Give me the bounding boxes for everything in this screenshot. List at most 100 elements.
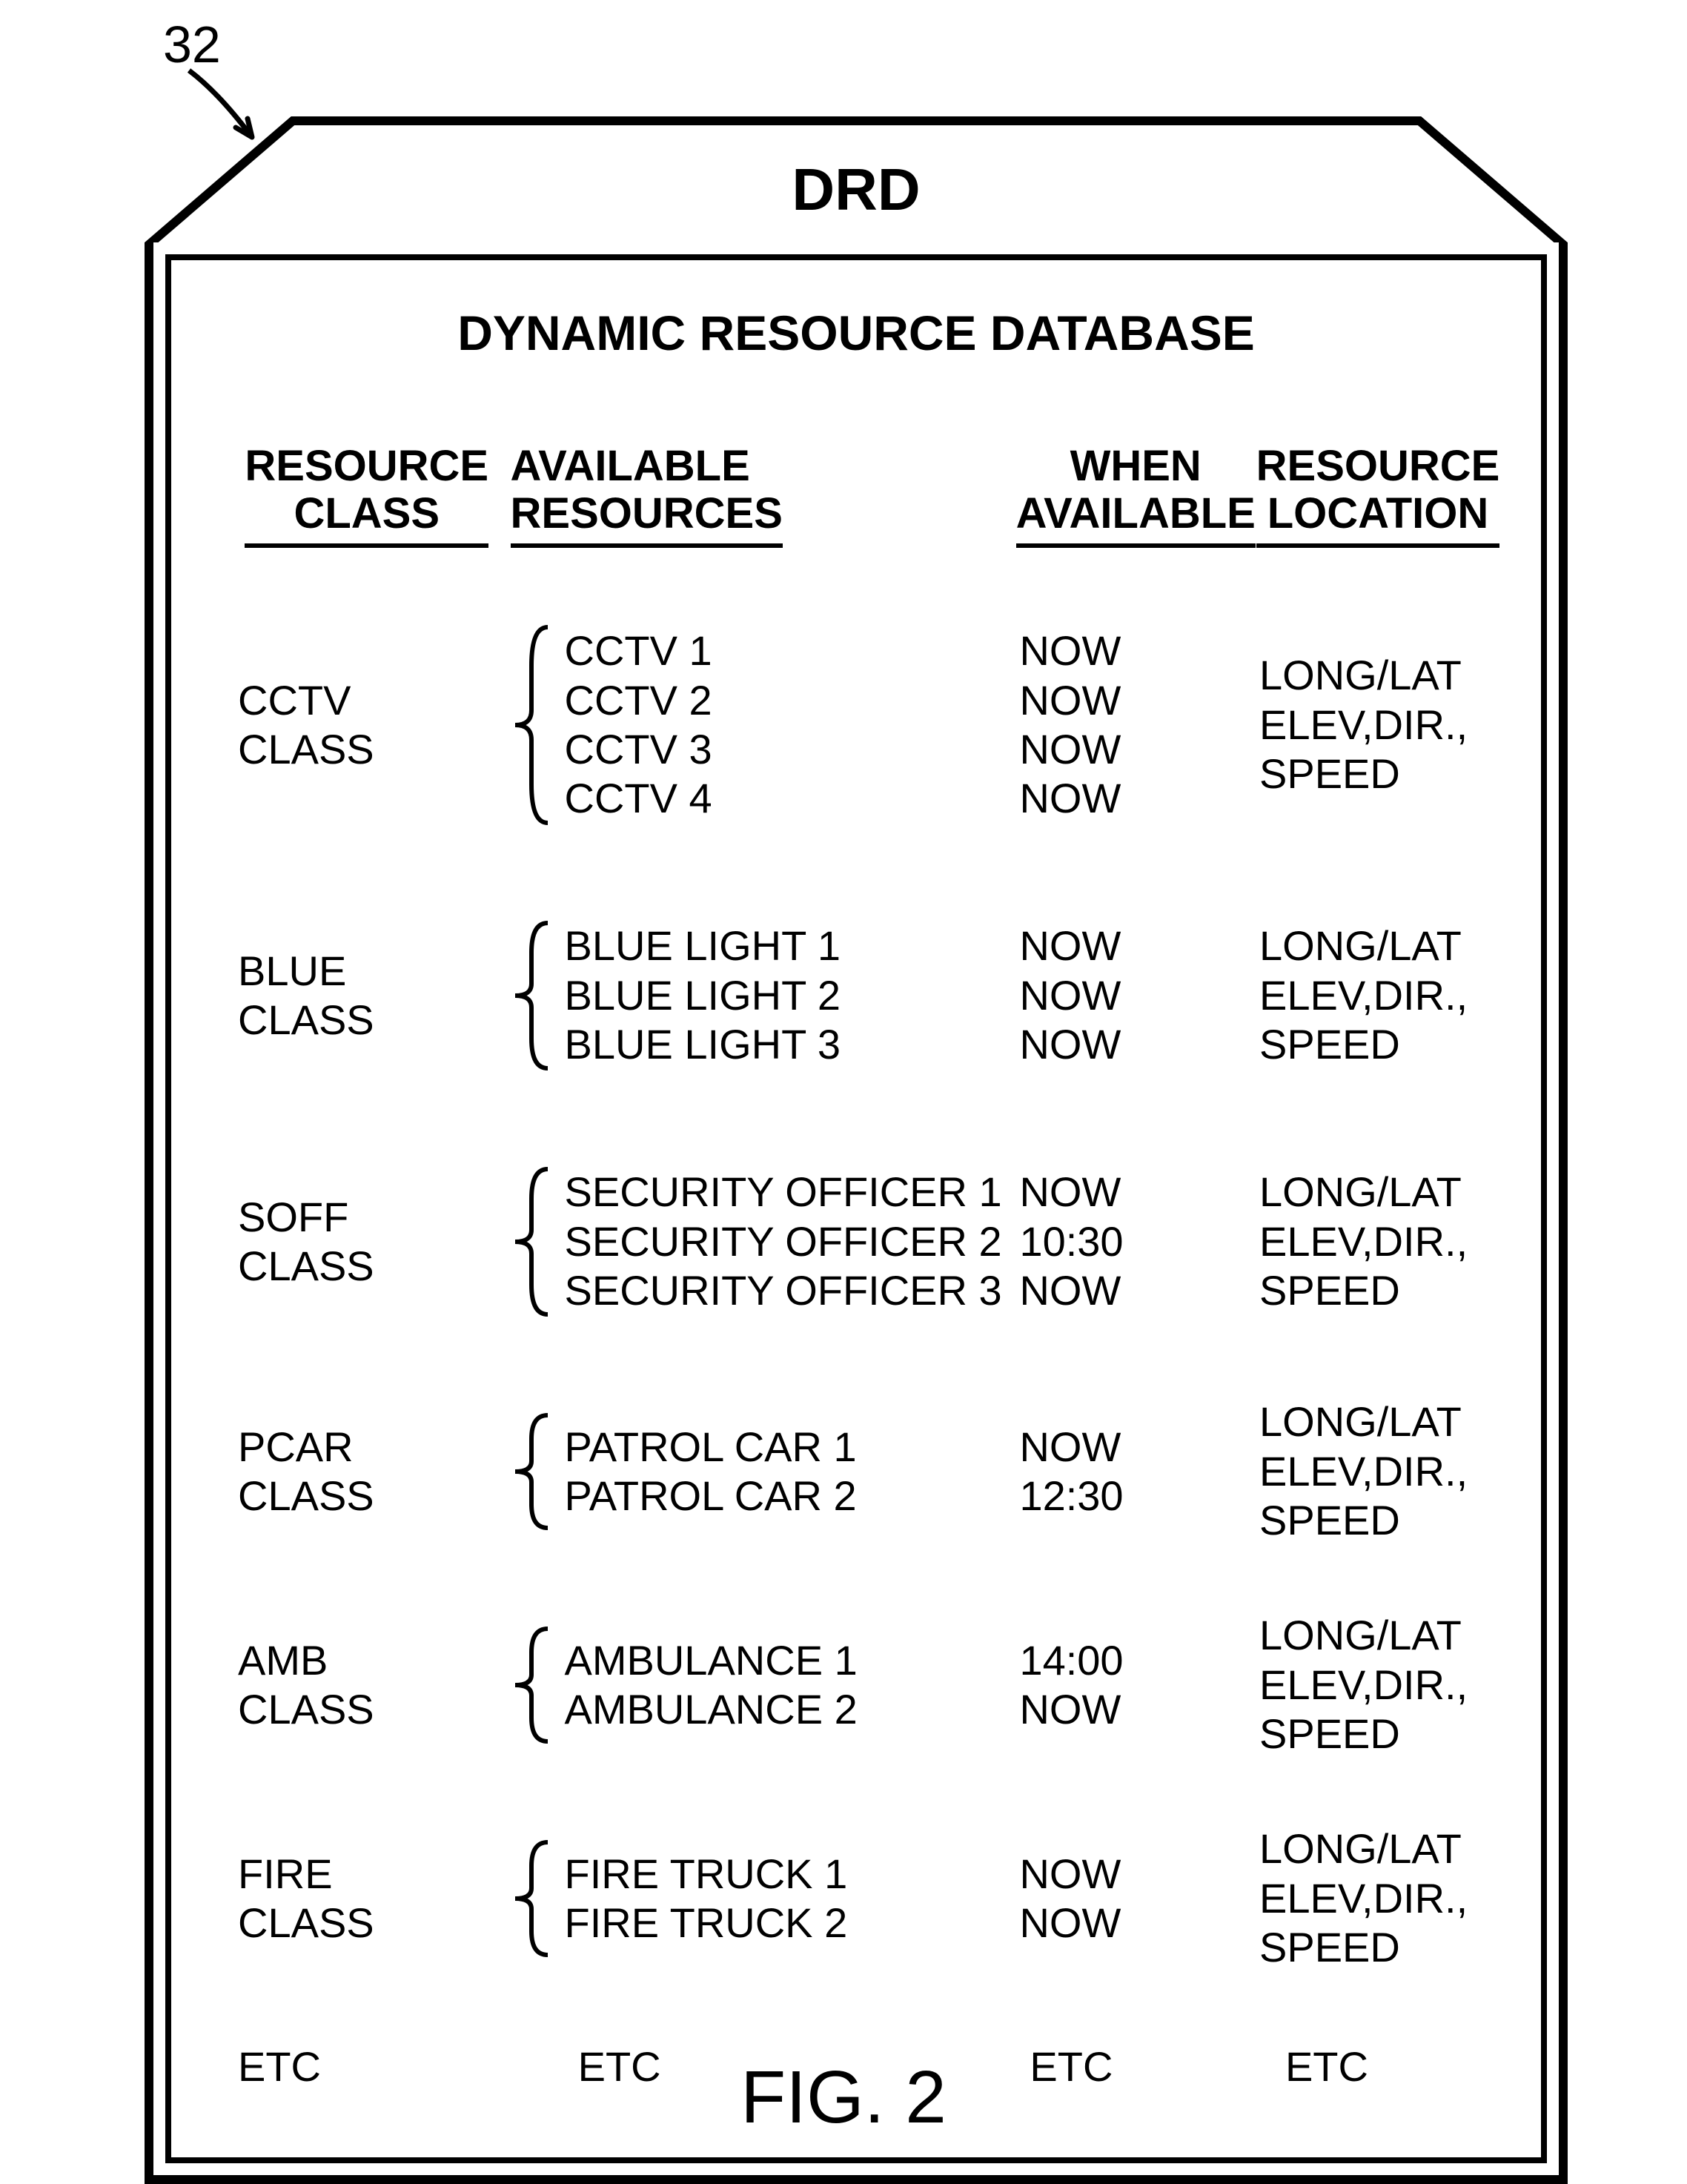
location-cell: LONG/LAT ELEV,DIR., SPEED [1259,1156,1497,1328]
when-item: NOW [1019,1168,1121,1217]
location-line: LONG/LAT [1259,651,1462,700]
resource-item: CCTV 1 [565,626,712,675]
location-line: SPEED [1259,1020,1400,1069]
when-item: 14:00 [1019,1636,1123,1685]
col-header-line: WHEN [1016,443,1256,490]
class-line: CLASS [238,1472,374,1520]
resource-item: AMBULANCE 1 [565,1636,858,1685]
location-line: ELEV,DIR., [1259,1217,1468,1266]
database-title: DYNAMIC RESOURCE DATABASE [216,305,1497,361]
database-symbol: DRD DYNAMIC RESOURCE DATABASE RESOURCE C… [145,115,1568,2184]
when-item: NOW [1019,1899,1121,1948]
location-line: ELEV,DIR., [1259,1661,1468,1710]
location-cell: LONG/LAT ELEV,DIR., SPEED [1259,1615,1497,1755]
class-line: SOFF [238,1193,348,1242]
resource-item: FIRE TRUCK 2 [565,1899,848,1948]
class-line: FIRE [238,1850,333,1899]
resource-item: PATROL CAR 1 [565,1423,857,1472]
resource-group: CCTV 1 CCTV 2 CCTV 3 CCTV 4 [511,615,1012,835]
resource-item: SECURITY OFFICER 2 [565,1217,1002,1266]
col-resource-location: RESOURCE LOCATION LONG/LAT ELEV,DIR., SP… [1259,443,1497,2042]
figure-caption: FIG. 2 [0,2055,1687,2140]
resource-item: CCTV 3 [565,725,712,774]
location-line: SPEED [1259,1710,1400,1758]
when-item: NOW [1019,1423,1121,1472]
when-cell: NOW 10:30 NOW [1012,1156,1259,1328]
resource-group: BLUE LIGHT 1 BLUE LIGHT 2 BLUE LIGHT 3 [511,910,1012,1082]
when-item: NOW [1019,971,1121,1020]
col-header-resource-location: RESOURCE LOCATION [1256,443,1500,548]
curly-brace-icon [511,1409,551,1534]
resource-group: SECURITY OFFICER 1 SECURITY OFFICER 2 SE… [511,1156,1012,1328]
when-item: NOW [1019,1685,1121,1734]
location-line: ELEV,DIR., [1259,971,1468,1020]
class-cell: SOFF CLASS [223,1156,511,1328]
resource-item: CCTV 4 [565,774,712,823]
col-resource-class: RESOURCE CLASS CCTV CLASS BLUE CLASS S [216,443,511,2042]
curly-brace-icon [511,1836,551,1961]
resource-item: AMBULANCE 2 [565,1685,858,1734]
class-cell: PCAR CLASS [223,1402,511,1541]
class-line: BLUE [238,947,346,996]
class-line: PCAR [238,1423,354,1472]
resource-item: BLUE LIGHT 1 [565,921,841,970]
col-header-line: AVAILABLE [511,443,783,490]
resource-item: SECURITY OFFICER 3 [565,1266,1002,1315]
reference-number: 32 [163,15,221,74]
when-cell: NOW NOW [1012,1829,1259,1968]
class-cell: BLUE CLASS [223,910,511,1082]
location-line: LONG/LAT [1259,1611,1462,1660]
resource-item: PATROL CAR 2 [565,1472,857,1520]
class-line: CLASS [238,1899,374,1948]
class-cell: AMB CLASS [223,1615,511,1755]
col-header-line: LOCATION [1256,490,1500,537]
class-line: CCTV [238,676,351,725]
curly-brace-icon [511,1623,551,1747]
col-header-line: AVAILABLE [1016,490,1256,537]
resource-item: FIRE TRUCK 1 [565,1850,848,1899]
col-when-available: WHEN AVAILABLE NOW NOW NOW NOW NOW NOW [1012,443,1259,2042]
database-inner-panel: DYNAMIC RESOURCE DATABASE RESOURCE CLASS… [165,254,1547,2163]
class-line: AMB [238,1636,328,1685]
col-header-line: RESOURCES [511,490,783,537]
col-header-when-available: WHEN AVAILABLE [1016,443,1256,548]
location-line: LONG/LAT [1259,1397,1462,1446]
when-item: NOW [1019,626,1121,675]
location-line: ELEV,DIR., [1259,701,1468,749]
col-header-line: RESOURCE [245,443,488,490]
when-item: 10:30 [1019,1217,1123,1266]
location-line: SPEED [1259,1266,1400,1315]
database-body: DYNAMIC RESOURCE DATABASE RESOURCE CLASS… [145,242,1568,2184]
when-item: NOW [1019,725,1121,774]
curly-brace-icon [511,1163,551,1320]
location-line: LONG/LAT [1259,1168,1462,1217]
resource-item: BLUE LIGHT 2 [565,971,841,1020]
col-header-line: CLASS [245,490,488,537]
resource-group: AMBULANCE 1 AMBULANCE 2 [511,1615,1012,1755]
col-header-available-resources: AVAILABLE RESOURCES [511,443,783,548]
when-item: NOW [1019,1850,1121,1899]
location-cell: LONG/LAT ELEV,DIR., SPEED [1259,615,1497,835]
resource-item: CCTV 2 [565,676,712,725]
when-item: 12:30 [1019,1472,1123,1520]
location-cell: LONG/LAT ELEV,DIR., SPEED [1259,910,1497,1082]
when-item: NOW [1019,921,1121,970]
location-line: SPEED [1259,749,1400,798]
drd-label: DRD [145,156,1568,224]
class-cell: CCTV CLASS [223,615,511,835]
col-header-line: RESOURCE [1256,443,1500,490]
when-cell: NOW NOW NOW NOW [1012,615,1259,835]
resource-group: PATROL CAR 1 PATROL CAR 2 [511,1402,1012,1541]
when-item: NOW [1019,774,1121,823]
location-line: SPEED [1259,1923,1400,1972]
location-line: ELEV,DIR., [1259,1874,1468,1923]
resource-item: BLUE LIGHT 3 [565,1020,841,1069]
class-line: CLASS [238,725,374,774]
when-cell: 14:00 NOW [1012,1615,1259,1755]
location-line: SPEED [1259,1496,1400,1545]
when-item: NOW [1019,1020,1121,1069]
table-columns: RESOURCE CLASS CCTV CLASS BLUE CLASS S [216,443,1497,2042]
class-line: CLASS [238,996,374,1045]
location-line: LONG/LAT [1259,921,1462,970]
resource-group: FIRE TRUCK 1 FIRE TRUCK 2 [511,1829,1012,1968]
